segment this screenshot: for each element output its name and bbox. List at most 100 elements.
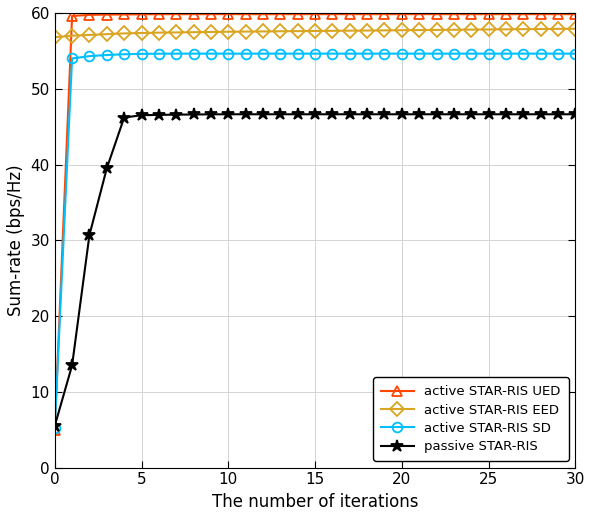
active STAR-RIS SD [69, 55, 76, 62]
passive STAR-RIS [433, 111, 440, 118]
active STAR-RIS UED [190, 11, 197, 17]
active STAR-RIS EED [503, 26, 510, 33]
active STAR-RIS UED [468, 11, 475, 17]
Line: active STAR-RIS EED: active STAR-RIS EED [50, 24, 580, 42]
active STAR-RIS EED [520, 26, 527, 32]
active STAR-RIS EED [86, 32, 93, 38]
active STAR-RIS SD [485, 51, 492, 57]
active STAR-RIS EED [51, 34, 58, 40]
passive STAR-RIS [468, 111, 475, 118]
active STAR-RIS UED [207, 11, 214, 17]
active STAR-RIS SD [173, 51, 180, 57]
active STAR-RIS EED [451, 26, 458, 33]
active STAR-RIS UED [311, 11, 318, 17]
active STAR-RIS EED [433, 27, 440, 33]
active STAR-RIS UED [103, 11, 110, 18]
active STAR-RIS UED [572, 11, 579, 17]
active STAR-RIS SD [520, 51, 527, 57]
passive STAR-RIS [173, 111, 180, 118]
passive STAR-RIS [242, 111, 249, 118]
active STAR-RIS SD [207, 51, 214, 57]
active STAR-RIS UED [451, 11, 458, 17]
passive STAR-RIS [381, 111, 388, 118]
active STAR-RIS UED [86, 12, 93, 18]
active STAR-RIS EED [311, 28, 318, 34]
active STAR-RIS UED [294, 11, 301, 17]
active STAR-RIS SD [294, 51, 301, 57]
active STAR-RIS EED [485, 26, 492, 33]
active STAR-RIS SD [503, 51, 510, 57]
passive STAR-RIS [311, 111, 318, 118]
active STAR-RIS EED [537, 26, 544, 32]
active STAR-RIS UED [242, 11, 249, 17]
active STAR-RIS SD [259, 51, 266, 57]
active STAR-RIS UED [398, 11, 406, 17]
active STAR-RIS EED [173, 30, 180, 36]
passive STAR-RIS [277, 111, 284, 118]
active STAR-RIS EED [277, 28, 284, 34]
active STAR-RIS SD [572, 51, 579, 57]
active STAR-RIS UED [259, 11, 266, 17]
active STAR-RIS EED [555, 26, 562, 32]
passive STAR-RIS [138, 112, 145, 118]
active STAR-RIS SD [277, 51, 284, 57]
active STAR-RIS UED [138, 11, 145, 18]
passive STAR-RIS [294, 111, 301, 118]
passive STAR-RIS [503, 111, 510, 118]
Line: active STAR-RIS SD: active STAR-RIS SD [50, 49, 580, 433]
active STAR-RIS SD [225, 51, 232, 57]
active STAR-RIS EED [468, 26, 475, 33]
passive STAR-RIS [69, 362, 76, 368]
passive STAR-RIS [259, 111, 266, 118]
active STAR-RIS UED [346, 11, 353, 17]
active STAR-RIS SD [346, 51, 353, 57]
active STAR-RIS EED [416, 27, 423, 33]
active STAR-RIS EED [572, 25, 579, 32]
active STAR-RIS EED [329, 28, 336, 34]
active STAR-RIS SD [451, 51, 458, 57]
active STAR-RIS EED [398, 27, 406, 33]
active STAR-RIS UED [51, 427, 58, 433]
active STAR-RIS SD [121, 51, 128, 57]
passive STAR-RIS [572, 111, 579, 118]
passive STAR-RIS [520, 111, 527, 118]
active STAR-RIS SD [155, 51, 162, 57]
active STAR-RIS UED [433, 11, 440, 17]
active STAR-RIS UED [69, 13, 76, 19]
passive STAR-RIS [451, 111, 458, 118]
active STAR-RIS UED [381, 11, 388, 17]
passive STAR-RIS [555, 111, 562, 118]
passive STAR-RIS [207, 111, 214, 118]
passive STAR-RIS [155, 112, 162, 118]
passive STAR-RIS [225, 111, 232, 118]
passive STAR-RIS [86, 232, 93, 238]
active STAR-RIS EED [190, 29, 197, 35]
active STAR-RIS UED [155, 11, 162, 17]
passive STAR-RIS [398, 111, 406, 118]
active STAR-RIS SD [138, 51, 145, 57]
active STAR-RIS SD [537, 51, 544, 57]
active STAR-RIS SD [416, 51, 423, 57]
active STAR-RIS SD [51, 425, 58, 431]
active STAR-RIS SD [398, 51, 406, 57]
active STAR-RIS EED [121, 30, 128, 36]
passive STAR-RIS [346, 111, 353, 118]
active STAR-RIS EED [207, 29, 214, 35]
active STAR-RIS EED [242, 28, 249, 35]
active STAR-RIS EED [225, 28, 232, 35]
active STAR-RIS EED [155, 30, 162, 36]
active STAR-RIS UED [416, 11, 423, 17]
active STAR-RIS EED [259, 28, 266, 35]
active STAR-RIS UED [503, 11, 510, 17]
active STAR-RIS EED [381, 27, 388, 34]
active STAR-RIS SD [242, 51, 249, 57]
active STAR-RIS UED [225, 11, 232, 17]
active STAR-RIS SD [433, 51, 440, 57]
passive STAR-RIS [190, 111, 197, 118]
passive STAR-RIS [51, 423, 58, 429]
active STAR-RIS EED [363, 27, 371, 34]
active STAR-RIS SD [555, 51, 562, 57]
passive STAR-RIS [103, 165, 110, 171]
Line: passive STAR-RIS: passive STAR-RIS [49, 108, 581, 432]
passive STAR-RIS [363, 111, 371, 118]
